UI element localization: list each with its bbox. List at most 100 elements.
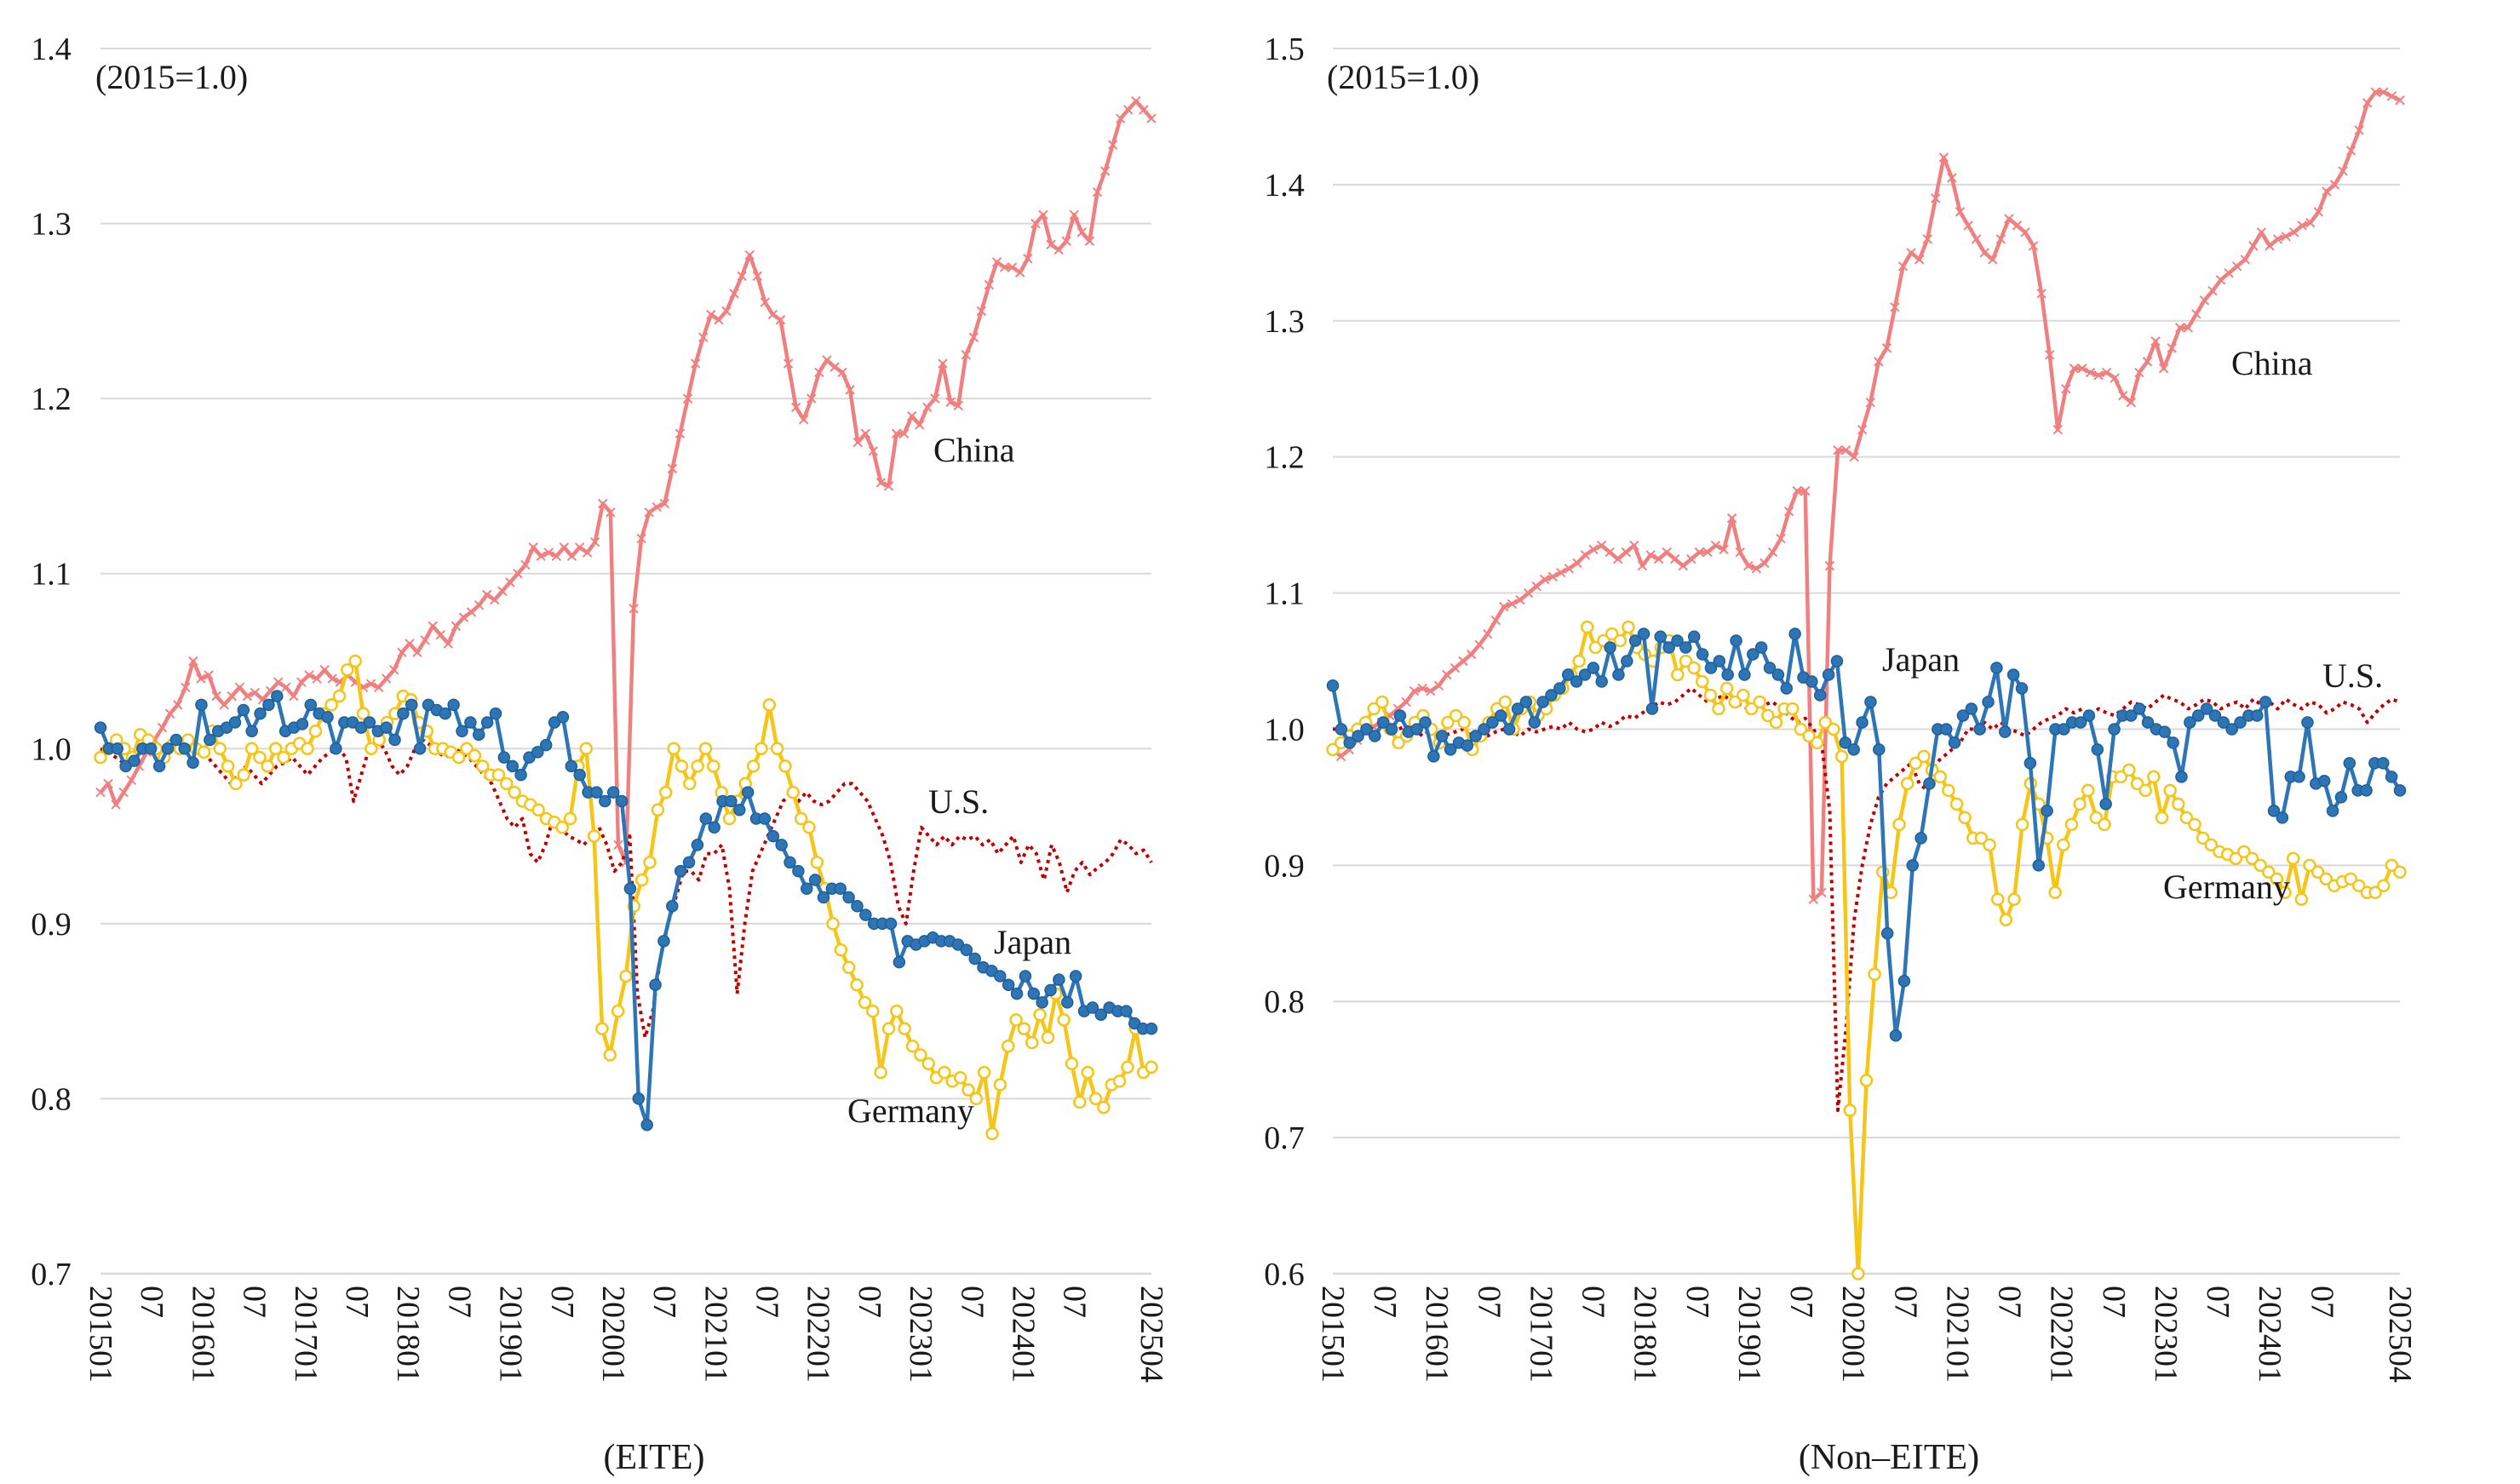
data-point xyxy=(539,738,553,752)
data-point xyxy=(1780,682,1794,695)
data-point xyxy=(837,367,847,378)
data-point xyxy=(1474,639,1484,650)
data-point xyxy=(834,882,847,895)
x-tick-label: 201701 xyxy=(1523,1286,1558,1383)
data-point xyxy=(1604,641,1616,654)
data-point xyxy=(480,716,494,729)
data-point xyxy=(786,785,801,799)
data-point xyxy=(2167,736,2179,749)
data-point xyxy=(1671,668,1685,682)
data-point xyxy=(237,768,251,782)
data-point xyxy=(905,1040,920,1053)
data-point xyxy=(2386,91,2397,101)
data-point xyxy=(698,742,713,756)
data-point xyxy=(491,768,506,782)
data-point xyxy=(852,437,863,448)
data-point xyxy=(330,742,342,755)
data-point xyxy=(1704,662,1718,674)
data-point xyxy=(1702,547,1713,558)
data-point xyxy=(1536,696,1549,708)
data-point xyxy=(829,362,840,372)
data-point xyxy=(304,670,314,680)
data-point xyxy=(706,309,716,320)
y-tick-label: 1.1 xyxy=(1264,576,1305,612)
data-point xyxy=(1973,723,1986,736)
data-point xyxy=(1578,668,1592,681)
data-point xyxy=(783,358,794,369)
data-point xyxy=(1645,702,1659,715)
data-point xyxy=(365,679,376,689)
data-point xyxy=(2326,805,2339,817)
data-point xyxy=(2179,811,2194,825)
data-point xyxy=(1900,776,1914,791)
data-point xyxy=(2370,87,2381,97)
data-point xyxy=(652,501,663,513)
data-point xyxy=(1948,736,1961,749)
data-point xyxy=(324,698,338,712)
data-point xyxy=(1947,173,1957,183)
data-point xyxy=(1906,859,1920,872)
x-tick-label: 201801 xyxy=(390,1286,426,1383)
data-point xyxy=(1433,680,1444,690)
data-point xyxy=(1401,696,1411,708)
data-point xyxy=(659,498,670,509)
data-point xyxy=(1116,113,1126,123)
data-point xyxy=(103,778,113,789)
data-point xyxy=(907,410,917,421)
data-point xyxy=(1076,227,1088,238)
data-point xyxy=(891,428,902,438)
data-point xyxy=(565,759,578,773)
data-point xyxy=(1033,1008,1047,1022)
x-tick-label: 202001 xyxy=(1835,1286,1871,1383)
data-point xyxy=(762,698,777,712)
data-point xyxy=(497,751,511,764)
x-tick-label: 07 xyxy=(646,1286,682,1318)
x-tick-label: 07 xyxy=(237,1286,273,1318)
data-point xyxy=(563,811,577,826)
data-point xyxy=(273,677,284,687)
data-point xyxy=(1726,513,1737,524)
data-point xyxy=(2267,805,2281,817)
data-point xyxy=(683,776,697,791)
data-point xyxy=(1889,1028,1903,1042)
data-point xyxy=(1830,655,1844,668)
data-point xyxy=(195,698,208,712)
data-point xyxy=(2345,146,2356,156)
x-axis-label: (EITE) xyxy=(604,1438,705,1477)
data-point xyxy=(1581,620,1594,634)
data-point xyxy=(1890,302,1900,312)
data-point xyxy=(2270,872,2284,886)
data-point xyxy=(2023,757,2037,770)
data-point xyxy=(1015,267,1025,278)
y-tick-label: 0.9 xyxy=(1264,848,1305,884)
series-germany xyxy=(94,654,1158,1141)
data-point xyxy=(2069,364,2080,374)
data-point xyxy=(798,415,809,425)
data-point xyxy=(2064,817,2079,832)
data-point xyxy=(1112,1074,1127,1088)
data-point xyxy=(858,995,872,1010)
data-point xyxy=(555,821,569,834)
data-point xyxy=(875,478,887,488)
data-point xyxy=(1629,540,1639,551)
data-point xyxy=(890,1004,904,1018)
y-tick-label: 1.5 xyxy=(1264,32,1305,67)
data-point xyxy=(985,1126,999,1141)
data-point xyxy=(802,821,816,834)
data-point xyxy=(775,314,786,325)
data-point xyxy=(1817,887,1827,898)
data-point xyxy=(1914,832,1927,845)
data-point xyxy=(968,332,979,342)
data-point xyxy=(800,882,813,895)
data-point xyxy=(1794,722,1808,736)
data-point xyxy=(2215,275,2226,285)
x-tick-label: 201601 xyxy=(1419,1286,1455,1383)
data-point xyxy=(2322,186,2332,197)
data-point xyxy=(752,271,762,281)
data-point xyxy=(636,533,646,544)
data-point xyxy=(213,742,227,756)
x-axis-label: (Non–EITE) xyxy=(1799,1438,1979,1477)
data-point xyxy=(1073,1095,1087,1109)
data-point xyxy=(2138,783,2152,798)
data-point xyxy=(356,707,370,720)
